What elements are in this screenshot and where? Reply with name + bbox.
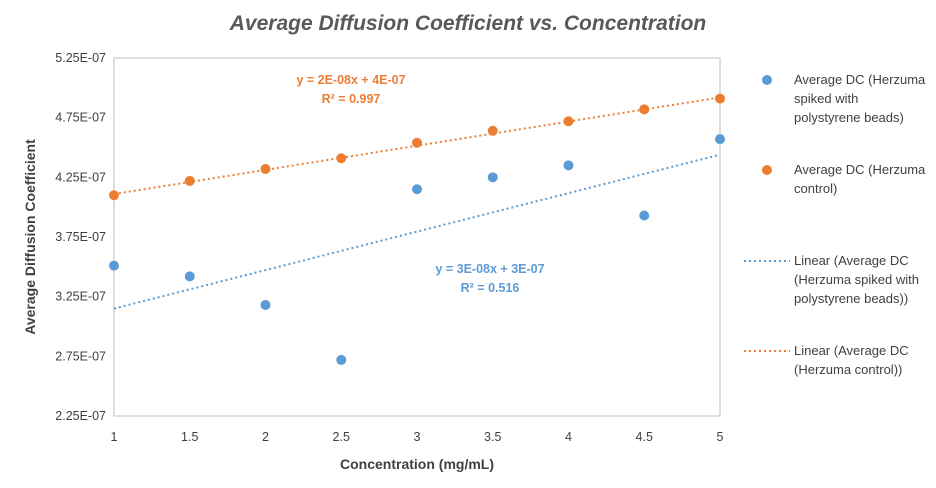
legend-label-line: Linear (Average DC [794, 253, 909, 268]
chart-title: Average Diffusion Coefficient vs. Concen… [229, 12, 706, 35]
data-point-series-0 [412, 184, 422, 195]
legend-marker [762, 165, 772, 175]
y-tick-label: 3.75E-07 [55, 230, 106, 244]
x-tick-label: 3 [414, 430, 421, 444]
legend-label-line: (Herzuma spiked with [794, 272, 919, 287]
legend-label-line: control) [794, 181, 837, 196]
x-tick-label: 1 [111, 430, 118, 444]
x-tick-label: 4.5 [636, 430, 653, 444]
x-tick-label: 2 [262, 430, 269, 444]
x-tick-label: 5 [717, 430, 724, 444]
data-point-series-1 [412, 137, 422, 148]
trendlines [113, 96, 721, 310]
data-point-series-1 [184, 175, 195, 186]
x-tick-label: 4 [565, 430, 572, 444]
x-tick-label: 1.5 [181, 430, 198, 444]
legend-label-line: polystyrene beads)) [794, 291, 908, 306]
x-axis-title: Concentration (mg/mL) [340, 456, 494, 472]
data-point-series-1 [109, 190, 119, 201]
legend-label-line: Average DC (Herzuma [794, 162, 926, 177]
data-point-series-1 [639, 104, 650, 115]
data-point-series-0 [639, 210, 650, 221]
data-point-series-0 [563, 160, 574, 171]
y-tick-label: 4.25E-07 [55, 170, 106, 184]
y-tick-label: 4.75E-07 [55, 111, 106, 125]
legend-label-line: spiked with [794, 91, 858, 106]
trendline-series-0 [113, 153, 721, 310]
data-point-series-1 [715, 93, 725, 104]
data-points [109, 93, 725, 365]
x-tick-label: 2.5 [333, 430, 350, 444]
legend-label-line: Average DC (Herzuma [794, 72, 926, 87]
legend-item-control: Average DC (Herzuma control) [762, 162, 926, 196]
data-point-series-0 [336, 354, 347, 365]
plot-area [113, 57, 721, 417]
trendline-r2-spiked: R² = 0.516 [461, 281, 520, 295]
y-axis-ticks: 2.25E-07 2.75E-07 3.25E-07 3.75E-07 4.25E-07… [55, 51, 106, 423]
legend-item-linear-control: Linear (Average DC (Herzuma control)) [744, 343, 909, 377]
y-tick-label: 2.75E-07 [55, 349, 106, 363]
legend-label-line: polystyrene beads) [794, 110, 904, 125]
data-point-series-0 [715, 134, 725, 145]
data-point-series-0 [260, 300, 271, 311]
x-tick-label: 3.5 [484, 430, 501, 444]
legend-label-line: Linear (Average DC [794, 343, 909, 358]
data-point-series-1 [487, 125, 498, 136]
data-point-series-0 [487, 172, 498, 183]
legend-item-linear-spiked: Linear (Average DC (Herzuma spiked with po… [744, 253, 919, 306]
x-axis-ticks: 1 1.5 2 2.5 3 3.5 4 4.5 5 [111, 430, 724, 444]
data-point-series-0 [109, 260, 119, 271]
legend-label-line: (Herzuma control)) [794, 362, 902, 377]
y-tick-label: 5.25E-07 [55, 51, 106, 65]
trendline-r2-control: R² = 0.997 [322, 92, 381, 106]
data-point-series-1 [336, 153, 347, 164]
y-tick-label: 2.25E-07 [55, 409, 106, 423]
data-point-series-1 [260, 163, 271, 174]
legend-marker [762, 75, 772, 85]
legend-item-spiked: Average DC (Herzuma spiked with polystyren… [762, 72, 926, 125]
trendline-equation-control: y = 2E-08x + 4E-07 [296, 73, 405, 87]
y-tick-label: 3.25E-07 [55, 290, 106, 304]
legend: Average DC (Herzuma spiked with polystyren… [744, 72, 926, 377]
trendline-equation-spiked: y = 3E-08x + 3E-07 [435, 262, 544, 276]
data-point-series-1 [563, 116, 574, 127]
data-point-series-0 [184, 271, 195, 282]
y-axis-title: Average Diffusion Coefficient [22, 139, 38, 335]
